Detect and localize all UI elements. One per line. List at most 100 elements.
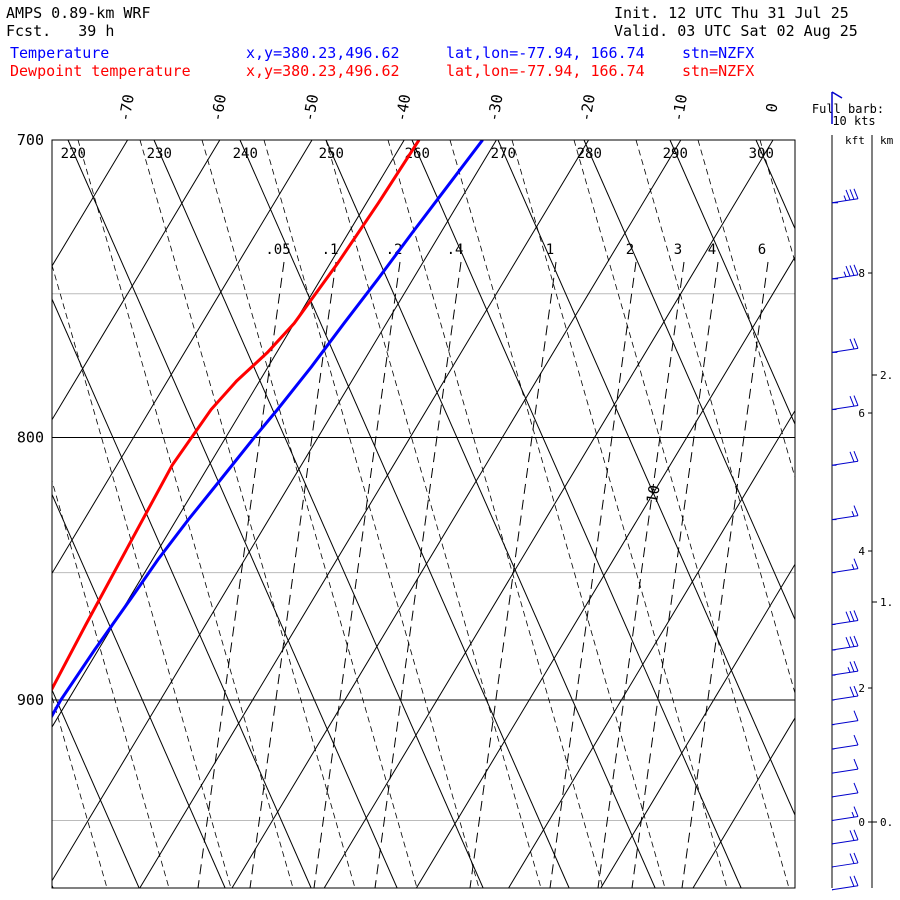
axis-labels: 7008009001000-70-60-50-40-30-20-10010220… <box>17 93 782 709</box>
wind-barb <box>831 758 859 774</box>
dry-adiabat-line <box>67 140 398 888</box>
isotherm-label: 10 <box>643 484 664 505</box>
wind-barb-feather <box>845 611 851 622</box>
legend-dewpoint-latlon: lat,lon=-77.94, 166.74 <box>446 62 645 80</box>
wind-barb-feather <box>849 451 855 463</box>
legend-temperature-name: Temperature <box>10 44 110 62</box>
legend-dewpoint-station: stn=NZFX <box>682 62 755 80</box>
pressure-tick-label: 700 <box>17 131 44 149</box>
wind-barb-feather <box>853 558 859 569</box>
wind-barb-staff <box>831 720 859 726</box>
plot-frame <box>51 139 796 889</box>
wind-barb <box>831 558 859 574</box>
wind-barb-feather <box>853 829 859 841</box>
wind-barb-feather <box>849 661 855 672</box>
isotherm-label: -70 <box>115 93 137 123</box>
mixing-ratio-line <box>597 261 685 888</box>
wind-barb-half-feather <box>851 564 855 570</box>
wind-barb <box>831 734 859 750</box>
mixing-ratio-line <box>469 261 557 888</box>
wind-barb-feather <box>853 188 859 199</box>
mixing-ratio-line <box>374 261 462 888</box>
wind-barb-feather <box>853 758 859 770</box>
wind-barb <box>831 338 859 353</box>
wind-barb <box>831 188 859 204</box>
isotherm-label: -20 <box>576 93 598 123</box>
wind-barb-feather <box>849 338 855 350</box>
legend-temperature-latlon: lat,lon=-77.94, 166.74 <box>446 44 645 62</box>
isotherm-line <box>139 140 590 888</box>
kft-tick-label: 0 <box>858 816 865 829</box>
wind-barb-feather <box>849 830 855 841</box>
wind-barb-feather <box>853 660 859 672</box>
isotherm-line <box>692 717 795 888</box>
dry-adiabat-line <box>239 140 570 888</box>
km-axis-title: km <box>880 134 894 147</box>
wind-barb-half-feather <box>843 271 847 277</box>
mixing-ratio-line <box>681 261 769 888</box>
km-tick-label: 2. <box>880 369 893 382</box>
isotherm-line <box>52 140 313 575</box>
wind-barb-feather <box>853 852 859 864</box>
mixing-ratio-label: 1 <box>546 242 554 258</box>
isotherm-line <box>415 256 795 888</box>
wind-barb-feather <box>849 610 855 622</box>
moist-adiabat-line <box>822 140 900 888</box>
wind-barb <box>831 635 859 651</box>
mixing-ratio-line <box>631 261 719 888</box>
dry-adiabat-label: 300 <box>749 146 774 162</box>
isotherm-line <box>52 140 129 267</box>
wind-barb-feather <box>849 189 855 200</box>
wind-barb-feather <box>845 265 851 277</box>
dry-adiabat-label: 270 <box>491 146 516 162</box>
isotherm-line <box>323 140 774 888</box>
dry-adiabat-label: 250 <box>319 146 344 162</box>
wind-barb-staff <box>831 405 859 411</box>
wind-barb-feather <box>845 636 851 648</box>
dry-adiabat-line <box>52 688 140 888</box>
isotherm-label: 0 <box>762 102 781 114</box>
mixing-ratio-label: 4 <box>708 242 716 258</box>
wind-barb-feather <box>849 395 855 407</box>
dewpoint-profile <box>52 140 421 693</box>
wind-barb-staff <box>831 515 859 521</box>
wind-barb-staff <box>831 839 859 845</box>
moist-adiabat-line <box>77 140 294 888</box>
wind-barb <box>831 505 859 521</box>
wind-barb-feather <box>853 710 859 721</box>
wind-barb <box>831 875 859 891</box>
wind-barb-feather <box>849 853 855 864</box>
moist-adiabat-line <box>387 140 604 888</box>
isotherm-line <box>0 140 35 888</box>
wind-barb-staff <box>831 862 859 868</box>
wind-barb <box>831 451 859 466</box>
moist-adiabat-line <box>52 479 170 888</box>
dry-adiabat-line <box>497 140 795 817</box>
isotherm-line <box>52 140 221 421</box>
wind-barb-feather <box>849 265 855 276</box>
isotherm-line <box>52 140 405 728</box>
wind-barb-feather <box>853 264 859 276</box>
wind-barb <box>831 829 859 845</box>
wind-barb <box>831 710 859 726</box>
wind-barb-half-feather <box>851 811 855 818</box>
wind-barb-staff <box>831 885 859 891</box>
dry-adiabat-label: 220 <box>61 146 86 162</box>
moist-adiabat-line <box>759 140 795 264</box>
kft-tick-label: 4 <box>858 545 865 558</box>
wind-barb-staff <box>831 568 859 574</box>
wind-barb-feather <box>849 876 855 887</box>
dry-adiabat-line <box>52 884 54 888</box>
km-tick-label: 1. <box>880 596 893 609</box>
dry-adiabat-line <box>411 140 742 888</box>
wind-barb-feather <box>853 685 859 697</box>
wind-barb-feather <box>849 636 855 647</box>
wind-barb-feather <box>849 686 855 697</box>
dry-adiabat-line <box>583 140 795 621</box>
isotherm-line <box>508 409 795 888</box>
mixing-ratio-line <box>549 261 637 888</box>
wind-barb-feather <box>853 806 859 817</box>
wind-barb <box>831 264 859 280</box>
mixing-ratio-line <box>197 261 285 888</box>
